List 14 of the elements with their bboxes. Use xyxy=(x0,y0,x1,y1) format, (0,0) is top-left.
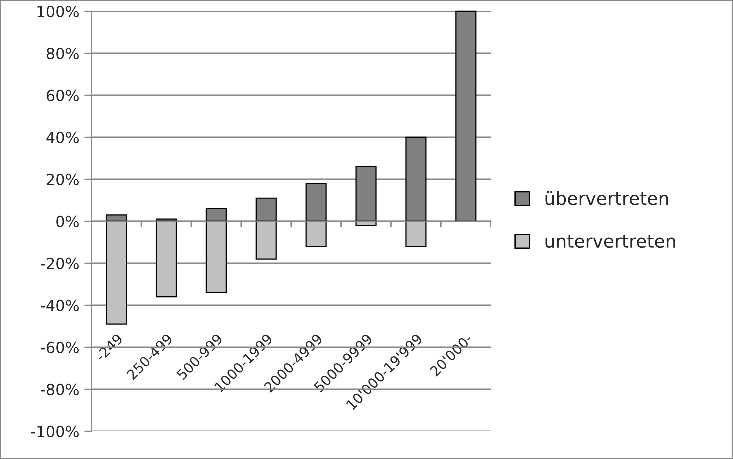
y-tick-label: -20% xyxy=(41,258,79,270)
y-tick-label: 0% xyxy=(56,216,79,228)
y-tick-label: -40% xyxy=(41,300,79,312)
y-tick-label: 40% xyxy=(46,132,79,144)
legend-label: untervertreten xyxy=(546,235,676,248)
y-tick-label: 60% xyxy=(46,90,79,102)
y-tick-label: -100% xyxy=(31,426,79,438)
bar xyxy=(156,220,178,298)
y-tick-label: -60% xyxy=(41,342,79,354)
y-tick-label: 80% xyxy=(46,48,79,60)
y-tick-label: -80% xyxy=(41,384,79,396)
legend-label: übervertreten xyxy=(546,191,668,206)
y-tick-label: 100% xyxy=(38,6,79,18)
y-tick-label: 20% xyxy=(46,174,79,186)
